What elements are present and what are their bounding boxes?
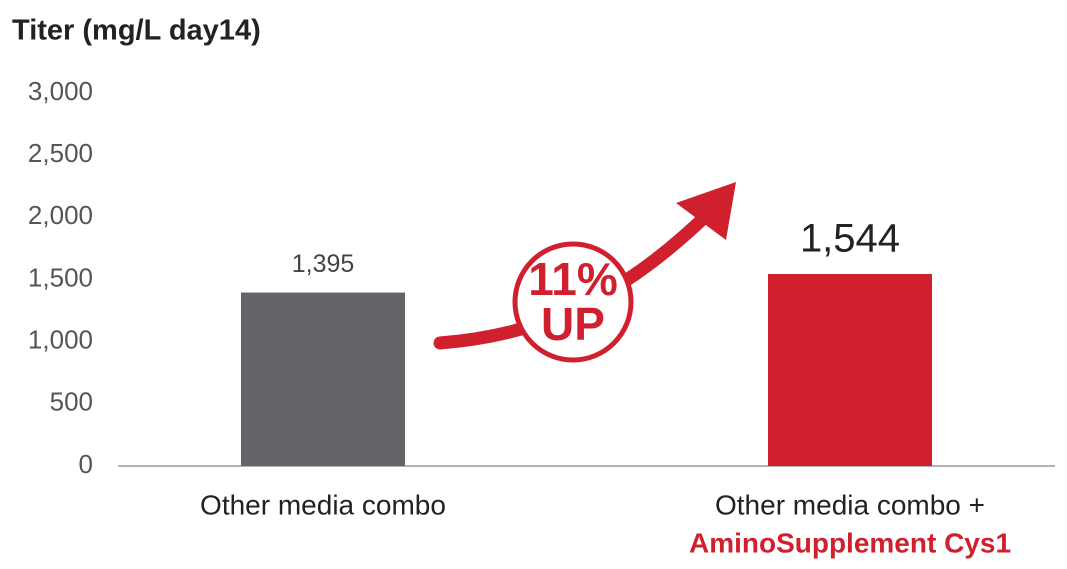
x-tick-sublabel: AminoSupplement Cys1 [689, 527, 1011, 558]
y-tick-label: 0 [79, 449, 93, 479]
bar [768, 274, 932, 466]
y-tick-label: 2,000 [28, 200, 93, 230]
annotation-text: UP [541, 298, 605, 350]
value-label: 1,395 [292, 250, 355, 278]
y-tick-label: 1,500 [28, 262, 93, 292]
y-tick-label: 3,000 [28, 76, 93, 106]
chart-title: Titer (mg/L day14) [12, 15, 261, 47]
x-tick-label: Other media combo + [715, 489, 985, 520]
value-label: 1,544 [800, 217, 900, 261]
y-tick-label: 2,500 [28, 138, 93, 168]
bar [241, 292, 405, 466]
annotation-arrowhead [676, 182, 736, 240]
y-tick-label: 1,000 [28, 325, 93, 355]
y-tick-label: 500 [50, 387, 93, 417]
annotation-circle [512, 241, 634, 363]
annotation-text: 11% [528, 253, 618, 305]
x-tick-label: Other media combo [200, 489, 446, 520]
